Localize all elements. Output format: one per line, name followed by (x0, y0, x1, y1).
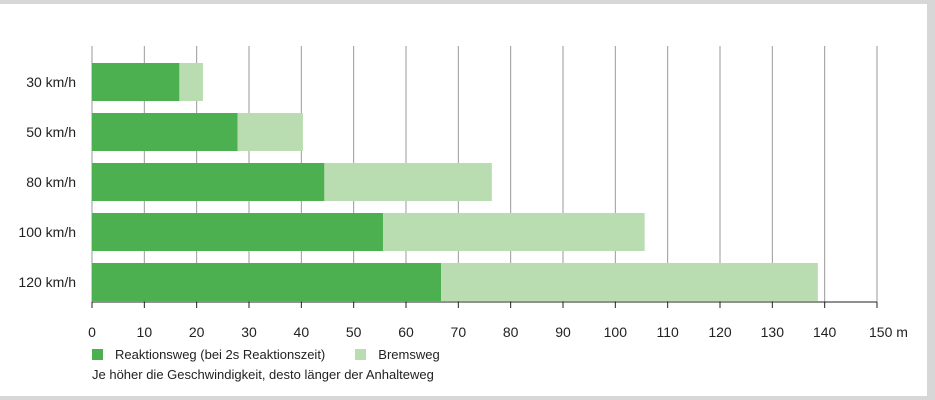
category-label: 120 km/h (18, 274, 76, 290)
legend-item-bremsweg: Bremsweg (355, 347, 440, 362)
category-label: 50 km/h (26, 124, 76, 140)
bar-reaktionsweg (92, 263, 442, 301)
x-tick-label: 0 (88, 324, 96, 340)
category-label: 100 km/h (18, 224, 76, 240)
category-label: 30 km/h (26, 74, 76, 90)
bar-bremsweg (441, 263, 818, 301)
x-tick-label: 120 (708, 324, 732, 340)
legend-swatch-reaktionsweg (92, 349, 103, 360)
chart-note: Je höher die Geschwindigkeit, desto läng… (92, 367, 434, 382)
bar-bremsweg (237, 113, 303, 151)
x-tick-label: 100 (604, 324, 628, 340)
category-label: 80 km/h (26, 174, 76, 190)
x-tick-label: 90 (555, 324, 571, 340)
bar-reaktionsweg (92, 63, 180, 101)
legend-swatch-bremsweg (355, 349, 367, 360)
x-tick-label: 30 (241, 324, 257, 340)
bar-bremsweg (179, 63, 203, 101)
legend-item-reaktionsweg: Reaktionsweg (bei 2s Reaktionszeit) (92, 347, 325, 362)
x-tick-label: 150 m (869, 324, 908, 340)
bar-bremsweg (382, 213, 645, 251)
x-tick-label: 20 (189, 324, 205, 340)
x-tick-label: 50 (346, 324, 362, 340)
legend-label-reaktionsweg: Reaktionsweg (bei 2s Reaktionszeit) (115, 347, 326, 362)
x-tick-label: 80 (503, 324, 519, 340)
bar-reaktionsweg (92, 213, 383, 251)
legend: Reaktionsweg (bei 2s Reaktionszeit) Brem… (92, 347, 470, 362)
bar-reaktionsweg (92, 113, 238, 151)
x-tick-label: 40 (294, 324, 310, 340)
x-tick-label: 60 (398, 324, 414, 340)
x-tick-label: 70 (451, 324, 467, 340)
x-tick-label: 10 (137, 324, 153, 340)
bar-reaktionsweg (92, 163, 325, 201)
x-tick-label: 130 (761, 324, 785, 340)
legend-label-bremsweg: Bremsweg (378, 347, 440, 362)
bar-bremsweg (324, 163, 492, 201)
chart-plot: 30 km/h 50 km/h 80 km/h 100 km/h 120 km/h 0 10… (18, 46, 908, 340)
x-tick-label: 110 (657, 324, 680, 340)
x-tick-label: 140 (813, 324, 837, 340)
